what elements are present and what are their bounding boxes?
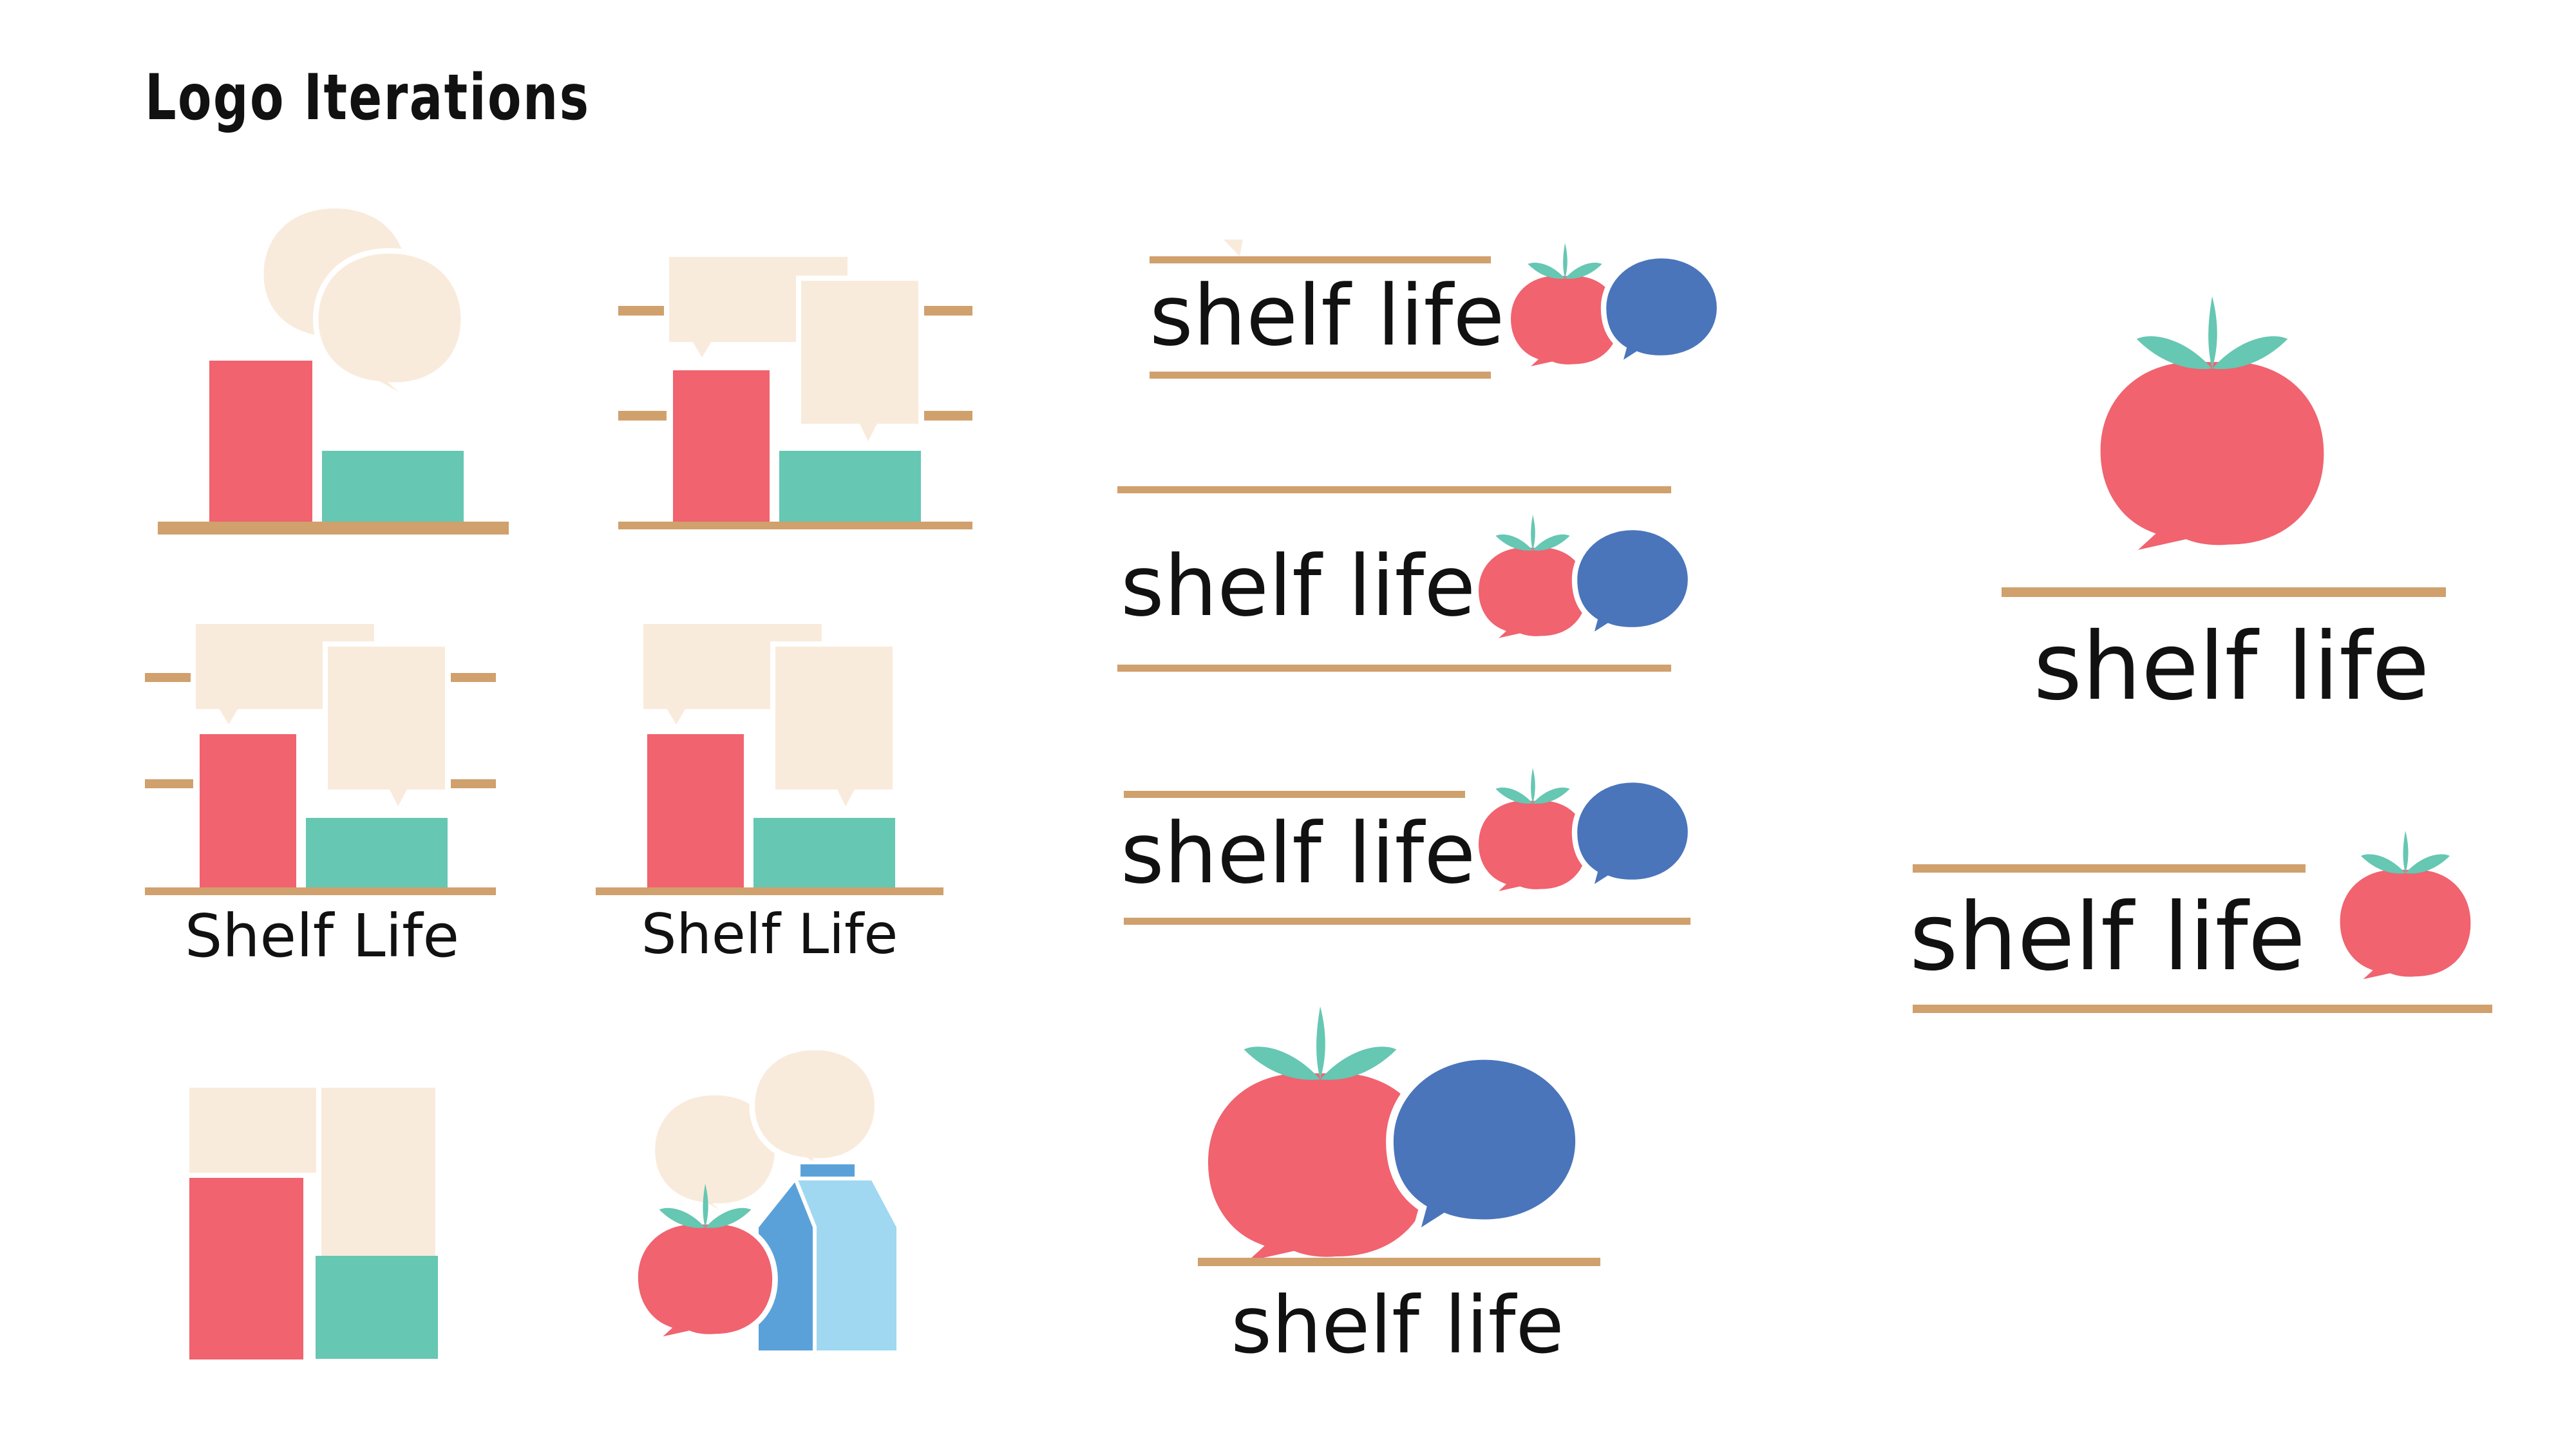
tomato-icon: [2098, 296, 2327, 556]
wordmark: shelf life: [1909, 883, 2306, 992]
bubble-tail: [692, 341, 712, 357]
blue-speech-bubble-icon: [1604, 256, 1719, 366]
logo-tomato-carton: [636, 1047, 900, 1354]
bubble-tail: [860, 424, 877, 441]
shelf-line: [618, 522, 972, 529]
shelf-mark: [618, 306, 667, 316]
logo-shelf-rectangles: [618, 252, 972, 529]
cream-rect-bubble: [770, 641, 898, 795]
logo-horizontal-3: shelf life: [1121, 768, 1690, 925]
teal-block: [753, 818, 895, 889]
logo-shelf-speech: [158, 206, 509, 535]
shelf-line-bottom: [1124, 918, 1690, 925]
cream-rect-bubble: [796, 276, 923, 429]
blue-speech-bubble-icon: [1575, 780, 1690, 890]
tomato-icon: [2338, 831, 2473, 983]
bubble-tail: [219, 708, 238, 724]
shelf-line: [158, 522, 509, 535]
wordmark: shelf life: [1231, 1280, 1564, 1371]
teal-block: [322, 451, 464, 522]
shelf-mark: [924, 411, 972, 421]
blue-speech-bubble-icon: [1575, 527, 1690, 638]
shelf-mark: [451, 673, 496, 682]
shelf-line: [596, 887, 943, 895]
logo-stacked-tomato-bubble: shelf life: [1198, 1006, 1600, 1371]
logo-shelf-titled-a: Shelf Life: [145, 619, 496, 971]
shelf-line: [2002, 587, 2446, 597]
wordmark: Shelf Life: [185, 902, 459, 971]
wordmark: Shelf Life: [641, 902, 898, 967]
shelf-line: [145, 887, 496, 895]
shelf-line-top: [1150, 256, 1491, 263]
pink-block: [200, 734, 296, 889]
shelf-line-bottom: [1117, 665, 1671, 672]
logo-horizontal-1: shelf life: [1150, 240, 1719, 379]
pink-block: [184, 1173, 308, 1365]
wordmark: shelf life: [1121, 537, 1475, 635]
shelf-mark: [145, 673, 193, 682]
tomato-icon: [636, 1184, 775, 1341]
bubble-tail: [837, 790, 855, 806]
pink-block: [209, 361, 312, 522]
carton-right-face: [792, 1177, 900, 1354]
teal-block: [306, 818, 448, 889]
wordmark: shelf life: [1150, 267, 1504, 365]
shelf-line-top: [1913, 864, 2306, 873]
teal-block: [779, 451, 921, 522]
wordmark: shelf life: [1121, 804, 1475, 902]
shelf-line-top: [1117, 486, 1671, 493]
bubble-tail: [667, 708, 686, 724]
cream-speech-bubble-front: [316, 251, 464, 407]
cream-rect-bubble: [316, 1083, 440, 1262]
shelf-mark: [924, 306, 972, 316]
shelf-line: [1198, 1258, 1600, 1266]
logo-shelf-titled-b: Shelf Life: [596, 619, 943, 967]
logo-horizontal-2: shelf life: [1117, 486, 1690, 672]
logo-stacked-blocks: [184, 1083, 440, 1365]
blue-speech-bubble-icon: [1390, 1056, 1579, 1236]
logo-final-horizontal: shelf life: [1909, 831, 2492, 1013]
page-title: Logo Iterations: [145, 61, 591, 135]
teal-block: [316, 1256, 438, 1359]
cream-rect-bubble: [323, 641, 450, 795]
pink-block: [673, 370, 770, 522]
shelf-line-bottom: [1150, 372, 1491, 379]
wordmark: shelf life: [2034, 612, 2430, 721]
shelf-line-top: [1124, 791, 1465, 798]
logo-final-stacked: shelf life: [2002, 296, 2446, 721]
shelf-mark: [451, 779, 496, 788]
cut-off-tail: [1224, 240, 1243, 256]
bubble-tail: [390, 790, 407, 806]
shelf-line-bottom: [1913, 1005, 2492, 1013]
shelf-mark: [618, 411, 667, 421]
shelf-mark: [145, 779, 193, 788]
pink-block: [647, 734, 744, 889]
